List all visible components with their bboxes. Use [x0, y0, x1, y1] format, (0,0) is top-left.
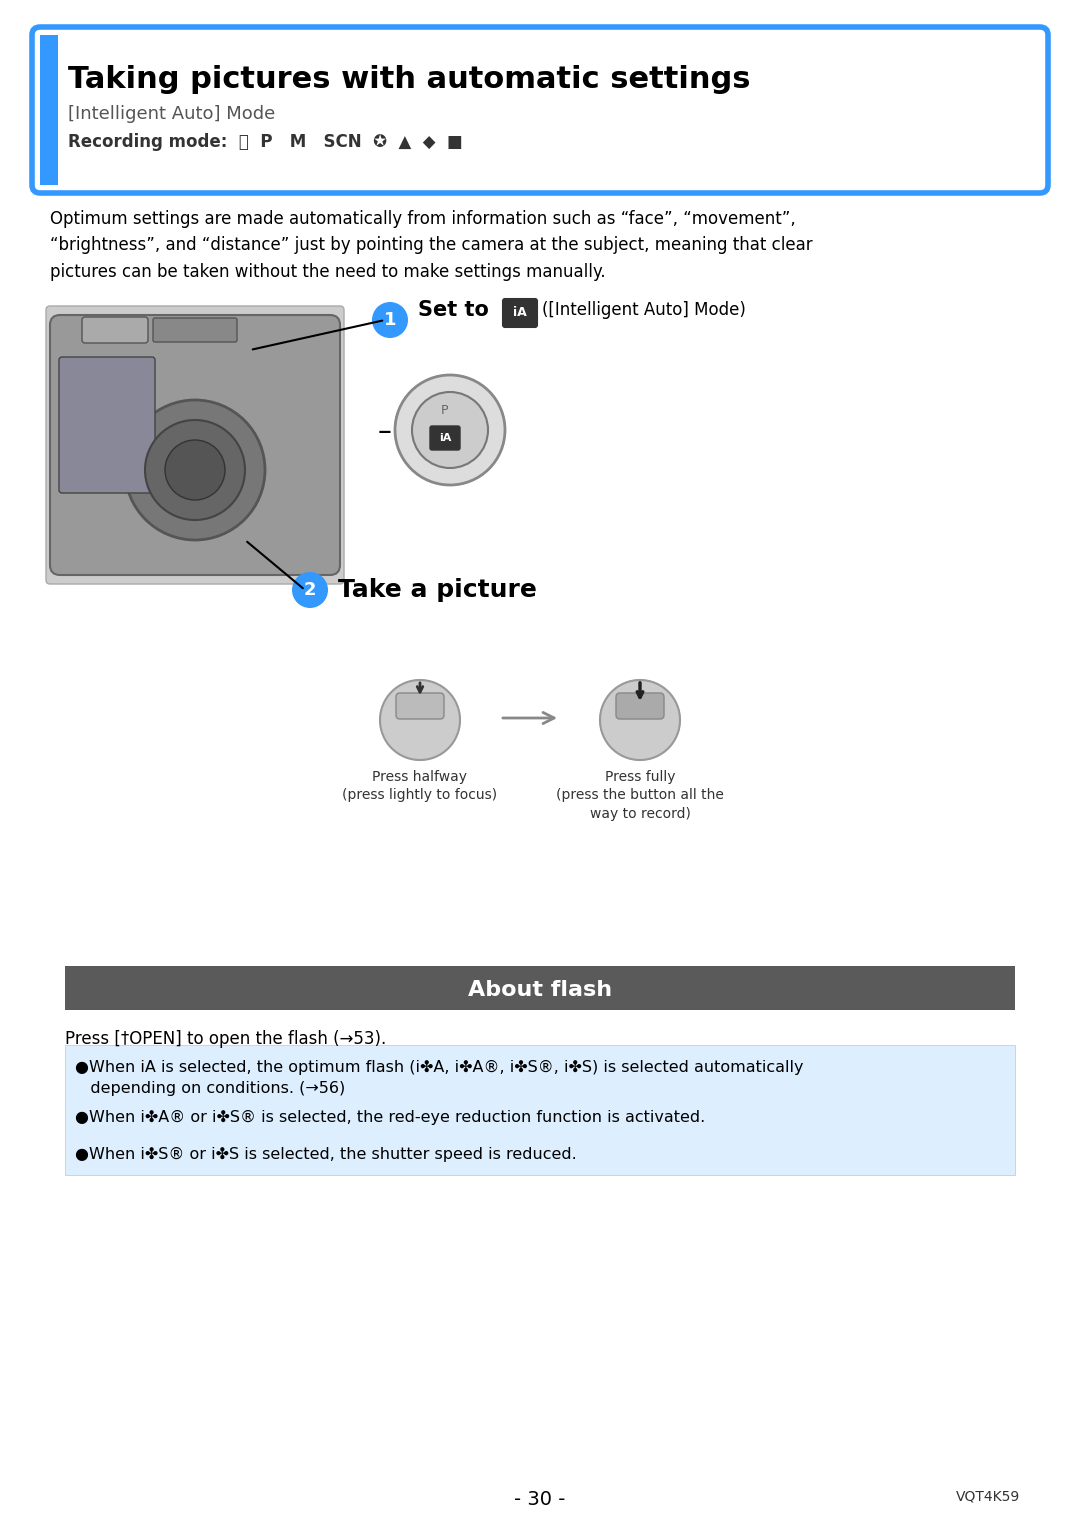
Text: [Intelligent Auto] Mode: [Intelligent Auto] Mode	[68, 104, 275, 123]
Circle shape	[125, 401, 265, 540]
Text: Set to: Set to	[418, 299, 489, 319]
Text: iA: iA	[513, 305, 527, 318]
Text: VQT4K59: VQT4K59	[956, 1490, 1020, 1504]
Text: Optimum settings are made automatically from information such as “face”, “moveme: Optimum settings are made automatically …	[50, 210, 812, 281]
FancyBboxPatch shape	[50, 315, 340, 576]
Text: iA: iA	[438, 433, 451, 444]
Text: Press fully
(press the button all the
way to record): Press fully (press the button all the wa…	[556, 771, 724, 821]
FancyBboxPatch shape	[153, 318, 237, 342]
Text: ●When i✤A® or i✤S® is selected, the red-eye reduction function is activated.: ●When i✤A® or i✤S® is selected, the red-…	[75, 1110, 705, 1125]
Text: 2: 2	[303, 582, 316, 599]
Text: 1: 1	[383, 312, 396, 328]
FancyBboxPatch shape	[616, 692, 664, 718]
FancyBboxPatch shape	[430, 427, 460, 450]
Circle shape	[145, 421, 245, 520]
Text: P: P	[442, 404, 449, 416]
Circle shape	[372, 302, 408, 338]
Circle shape	[411, 391, 488, 468]
Text: Take a picture: Take a picture	[338, 579, 537, 602]
FancyBboxPatch shape	[65, 966, 1015, 1010]
FancyBboxPatch shape	[59, 358, 156, 493]
Text: –: –	[378, 418, 392, 447]
Circle shape	[292, 573, 328, 608]
Circle shape	[600, 680, 680, 760]
FancyBboxPatch shape	[46, 305, 345, 583]
Text: - 30 -: - 30 -	[514, 1490, 566, 1509]
FancyBboxPatch shape	[65, 1045, 1015, 1174]
FancyBboxPatch shape	[82, 318, 148, 342]
Text: Press halfway
(press lightly to focus): Press halfway (press lightly to focus)	[342, 771, 498, 803]
Text: Recording mode:  Ⓢ  P   M   SCN  ✪  ▲  ◆  ■: Recording mode: Ⓢ P M SCN ✪ ▲ ◆ ■	[68, 134, 462, 150]
FancyBboxPatch shape	[503, 299, 537, 327]
FancyBboxPatch shape	[32, 28, 1048, 193]
Text: ([Intelligent Auto] Mode): ([Intelligent Auto] Mode)	[542, 301, 746, 319]
Text: Press [†OPEN] to open the flash (→53).: Press [†OPEN] to open the flash (→53).	[65, 1030, 387, 1048]
Text: Taking pictures with automatic settings: Taking pictures with automatic settings	[68, 64, 751, 94]
Text: ●When i✤S® or i✤S is selected, the shutter speed is reduced.: ●When i✤S® or i✤S is selected, the shutt…	[75, 1147, 577, 1162]
Circle shape	[395, 375, 505, 485]
Text: About flash: About flash	[468, 979, 612, 999]
FancyBboxPatch shape	[40, 35, 58, 186]
Text: ●When iA is selected, the optimum flash (i✤A, i✤A®, i✤S®, i✤S) is selected autom: ●When iA is selected, the optimum flash …	[75, 1061, 804, 1096]
Circle shape	[165, 441, 225, 500]
FancyBboxPatch shape	[396, 692, 444, 718]
Circle shape	[380, 680, 460, 760]
